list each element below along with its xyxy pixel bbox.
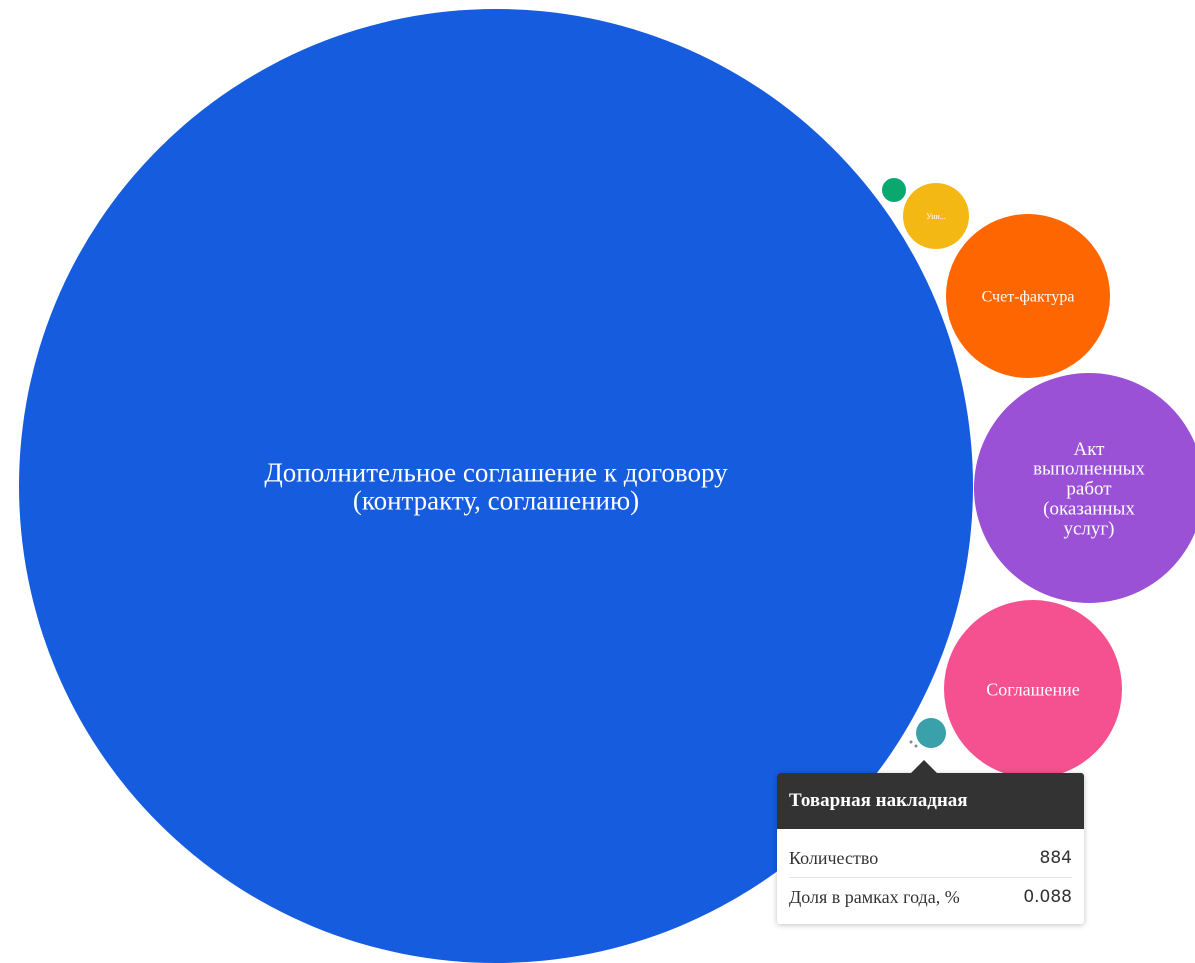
tooltip-row-share-label: Доля в рамках года, % (789, 886, 960, 907)
bubble-3[interactable]: Соглашение (944, 600, 1122, 778)
tooltip-arrow (910, 760, 938, 774)
tooltip: Товарная накладная Количество 884 Доля в… (777, 760, 1084, 924)
bubble-5[interactable]: Уни... (903, 183, 969, 249)
bubble-6[interactable] (882, 178, 906, 202)
tooltip-row-share-value: 0.088 (1023, 887, 1072, 907)
tooltip-row-share: Доля в рамках года, % 0.088 (789, 877, 1072, 916)
bubble-7[interactable] (916, 718, 946, 748)
tooltip-title: Товарная накладная (777, 773, 1084, 829)
tooltip-body: Количество 884 Доля в рамках года, % 0.0… (777, 829, 1084, 924)
tooltip-row-count-label: Количество (789, 847, 879, 868)
micro-bubble-2[interactable] (914, 744, 918, 748)
bubble-2-circle[interactable] (974, 373, 1195, 603)
micro-bubble-1[interactable] (909, 740, 913, 744)
tooltip-row-count-value: 884 (1039, 848, 1072, 868)
bubble-1-circle[interactable] (19, 9, 973, 963)
bubble-3-circle[interactable] (944, 600, 1122, 778)
bubble-4[interactable]: Счет-фактура (946, 214, 1110, 378)
bubble-2[interactable]: Акт выполненных работ (оказанных услуг) (974, 373, 1195, 603)
bubble-7-circle[interactable] (916, 718, 946, 748)
tooltip-row-count: Количество 884 (789, 839, 1072, 877)
bubble-5-circle[interactable] (903, 183, 969, 249)
bubble-4-circle[interactable] (946, 214, 1110, 378)
bubble-6-circle[interactable] (882, 178, 906, 202)
